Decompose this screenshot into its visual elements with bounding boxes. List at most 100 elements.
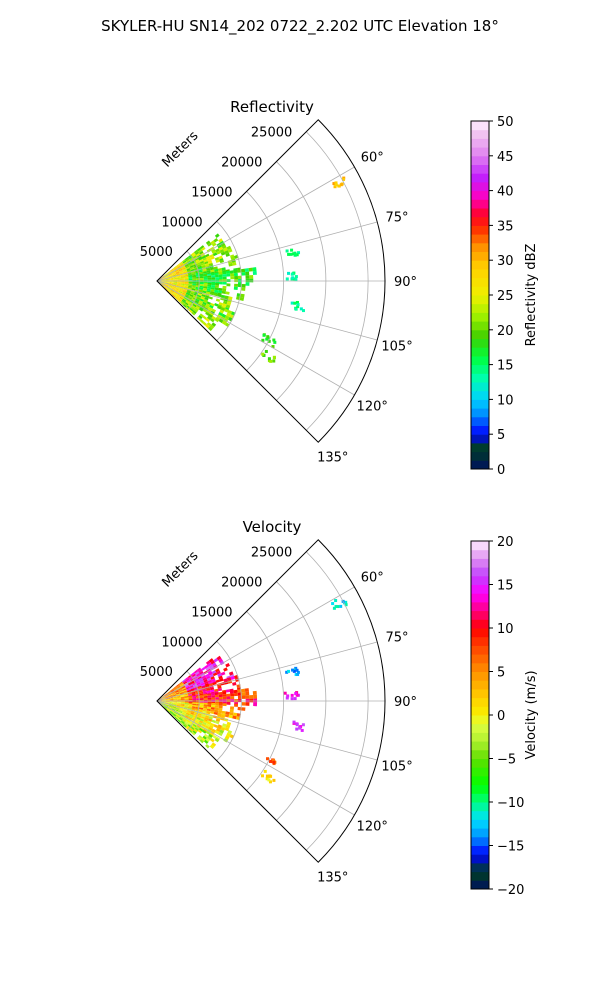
field-cell: [207, 284, 212, 288]
field-cell: [174, 269, 179, 273]
echo-cell: [333, 185, 337, 189]
field-cell: [206, 688, 211, 691]
field-cell: [176, 294, 181, 298]
field-cell: [215, 277, 220, 280]
field-cell: [170, 709, 175, 713]
field-cell: [163, 286, 167, 290]
field-cell: [173, 278, 178, 280]
field-cell: [226, 301, 232, 306]
angular-tick-label: 120°: [357, 819, 388, 834]
colorbar-swatch: [471, 636, 489, 646]
field-cell: [196, 667, 202, 672]
radial-tick-label: 20000: [221, 576, 262, 591]
field-cell: [180, 683, 185, 687]
field-cell: [205, 666, 210, 671]
colorbar-swatch: [471, 434, 489, 444]
field-cell: [167, 287, 171, 291]
field-cell: [222, 288, 227, 292]
field-cell: [245, 698, 250, 703]
field-cell: [206, 677, 212, 682]
field-cell: [160, 704, 164, 707]
field-cell: [218, 731, 223, 737]
field-cell: [205, 295, 210, 299]
field-cell: [210, 692, 215, 696]
field-cell: [180, 275, 185, 278]
colorbar-tick-label: 0: [497, 463, 505, 478]
field-cell: [169, 697, 174, 699]
field-cell: [208, 682, 214, 687]
colorbar-swatch: [471, 767, 489, 777]
field-cell: [185, 258, 190, 262]
field-cell: [218, 696, 223, 700]
field-cell: [175, 692, 180, 695]
colorbar-swatch: [471, 836, 489, 846]
field-cell: [210, 256, 215, 260]
field-cell: [172, 293, 176, 297]
field-cell: [249, 698, 254, 703]
field-cell: [184, 693, 189, 696]
field-cell: [206, 270, 211, 273]
field-cell: [240, 293, 245, 298]
field-cell: [214, 707, 219, 711]
field-cell: [186, 719, 191, 724]
field-cell: [188, 278, 193, 281]
colorbar-swatch: [471, 549, 489, 559]
field-cell: [173, 283, 178, 285]
field-cell: [168, 286, 173, 289]
field-cell: [198, 709, 203, 713]
field-cell: [161, 279, 166, 281]
field-cell: [191, 253, 197, 258]
field-cell: [202, 690, 208, 694]
echo-cell: [269, 774, 273, 778]
field-cell: [196, 717, 201, 721]
angular-tick-label: 120°: [357, 399, 388, 414]
field-cell: [224, 714, 230, 718]
field-cell: [210, 707, 215, 710]
colorbar-swatch: [471, 181, 489, 192]
field-cell: [161, 282, 166, 285]
field-cell: [177, 281, 182, 283]
field-cell: [212, 672, 218, 677]
angular-tick-label: 90°: [394, 275, 417, 290]
field-cell: [183, 288, 188, 292]
field-cell: [195, 671, 200, 676]
echo-cell: [296, 670, 300, 674]
field-cell: [182, 304, 187, 308]
field-cell: [208, 716, 213, 720]
field-cell: [165, 701, 170, 702]
field-cell: [176, 284, 181, 286]
echo-cell: [296, 303, 300, 307]
field-cell: [196, 682, 201, 686]
field-cell: [204, 297, 209, 301]
field-cell: [206, 291, 211, 295]
field-cell: [206, 735, 212, 741]
field-cell: [192, 277, 197, 279]
echo-cell: [290, 272, 294, 276]
colorbar-swatch: [471, 295, 489, 305]
field-cell: [215, 718, 221, 723]
field-cell: [210, 289, 215, 292]
echo-cell: [294, 275, 298, 279]
colorbar-swatch: [471, 862, 489, 873]
field-cell: [200, 262, 205, 266]
field-cell: [203, 273, 208, 277]
field-cell: [229, 709, 234, 713]
colorbar-tick-label: 45: [497, 150, 514, 165]
field-cell: [205, 744, 210, 749]
field-cell: [170, 290, 174, 294]
field-cell: [181, 281, 185, 284]
field-cell: [215, 697, 220, 700]
field-cell: [202, 290, 207, 294]
field-cell: [171, 708, 176, 711]
field-cell: [192, 282, 197, 284]
field-cell: [171, 294, 176, 298]
field-cell: [225, 711, 230, 715]
field-cell: [198, 300, 204, 304]
field-cell: [210, 287, 215, 290]
field-cell: [165, 701, 170, 703]
field-cell: [161, 275, 165, 279]
colorbar-swatch: [471, 451, 489, 461]
field-cell: [191, 731, 196, 736]
field-cell: [207, 695, 212, 698]
field-cell: [169, 688, 174, 692]
